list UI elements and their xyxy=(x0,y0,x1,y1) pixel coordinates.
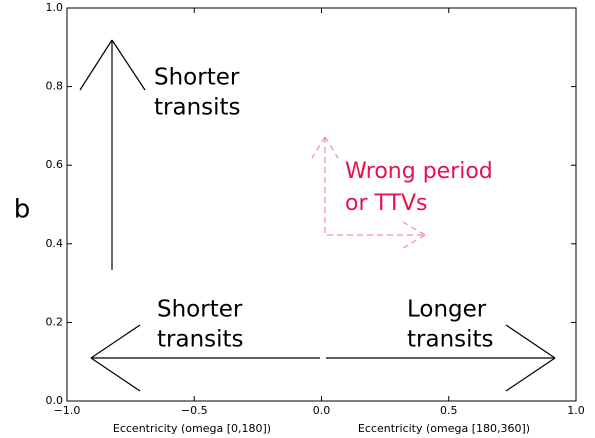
x-axis-label: Eccentricity (omega [0,180]) xyxy=(113,422,271,435)
y-axis-label: b xyxy=(14,195,31,225)
arrow-head xyxy=(402,221,426,236)
annotation: transits xyxy=(154,95,241,121)
annotation: transits xyxy=(407,327,494,353)
arrow-head xyxy=(505,324,556,359)
x-tick-label: 1.0 xyxy=(567,404,585,417)
x-axis-label: Eccentricity (omega [180,360]) xyxy=(358,422,530,435)
y-tick-label: 0.8 xyxy=(46,80,64,93)
arrows xyxy=(79,39,556,392)
annotation: Wrong period xyxy=(345,159,493,184)
x-tick-label: −1.0 xyxy=(54,404,81,417)
annotation: transits xyxy=(157,327,244,353)
dashed-arrows xyxy=(311,136,426,249)
arrow-head xyxy=(90,357,141,392)
x-tick-label: −0.5 xyxy=(181,404,208,417)
y-tick-label: 0.0 xyxy=(46,394,64,407)
arrow-head xyxy=(402,234,426,249)
y-tick-label: 0.2 xyxy=(46,315,64,328)
arrow-head xyxy=(90,324,141,359)
annotation: Longer xyxy=(407,297,487,323)
arrow-head xyxy=(505,357,556,392)
dashed-arrow xyxy=(324,137,425,236)
plot-frame xyxy=(66,7,577,402)
y-tick-label: 0.4 xyxy=(46,237,64,250)
y-tick-label: 1.0 xyxy=(46,1,64,14)
x-tick-label: 0.0 xyxy=(313,404,331,417)
annotation: Shorter xyxy=(157,297,243,323)
x-tick-label: 0.5 xyxy=(440,404,458,417)
y-tick-label: 0.6 xyxy=(46,158,64,171)
annotation: Shorter xyxy=(154,65,240,91)
annotation: or TTVs xyxy=(345,191,428,216)
arrow-head xyxy=(79,39,113,91)
arrow-head xyxy=(111,39,146,91)
arrow-head xyxy=(311,136,326,159)
arrow-head xyxy=(324,136,339,159)
